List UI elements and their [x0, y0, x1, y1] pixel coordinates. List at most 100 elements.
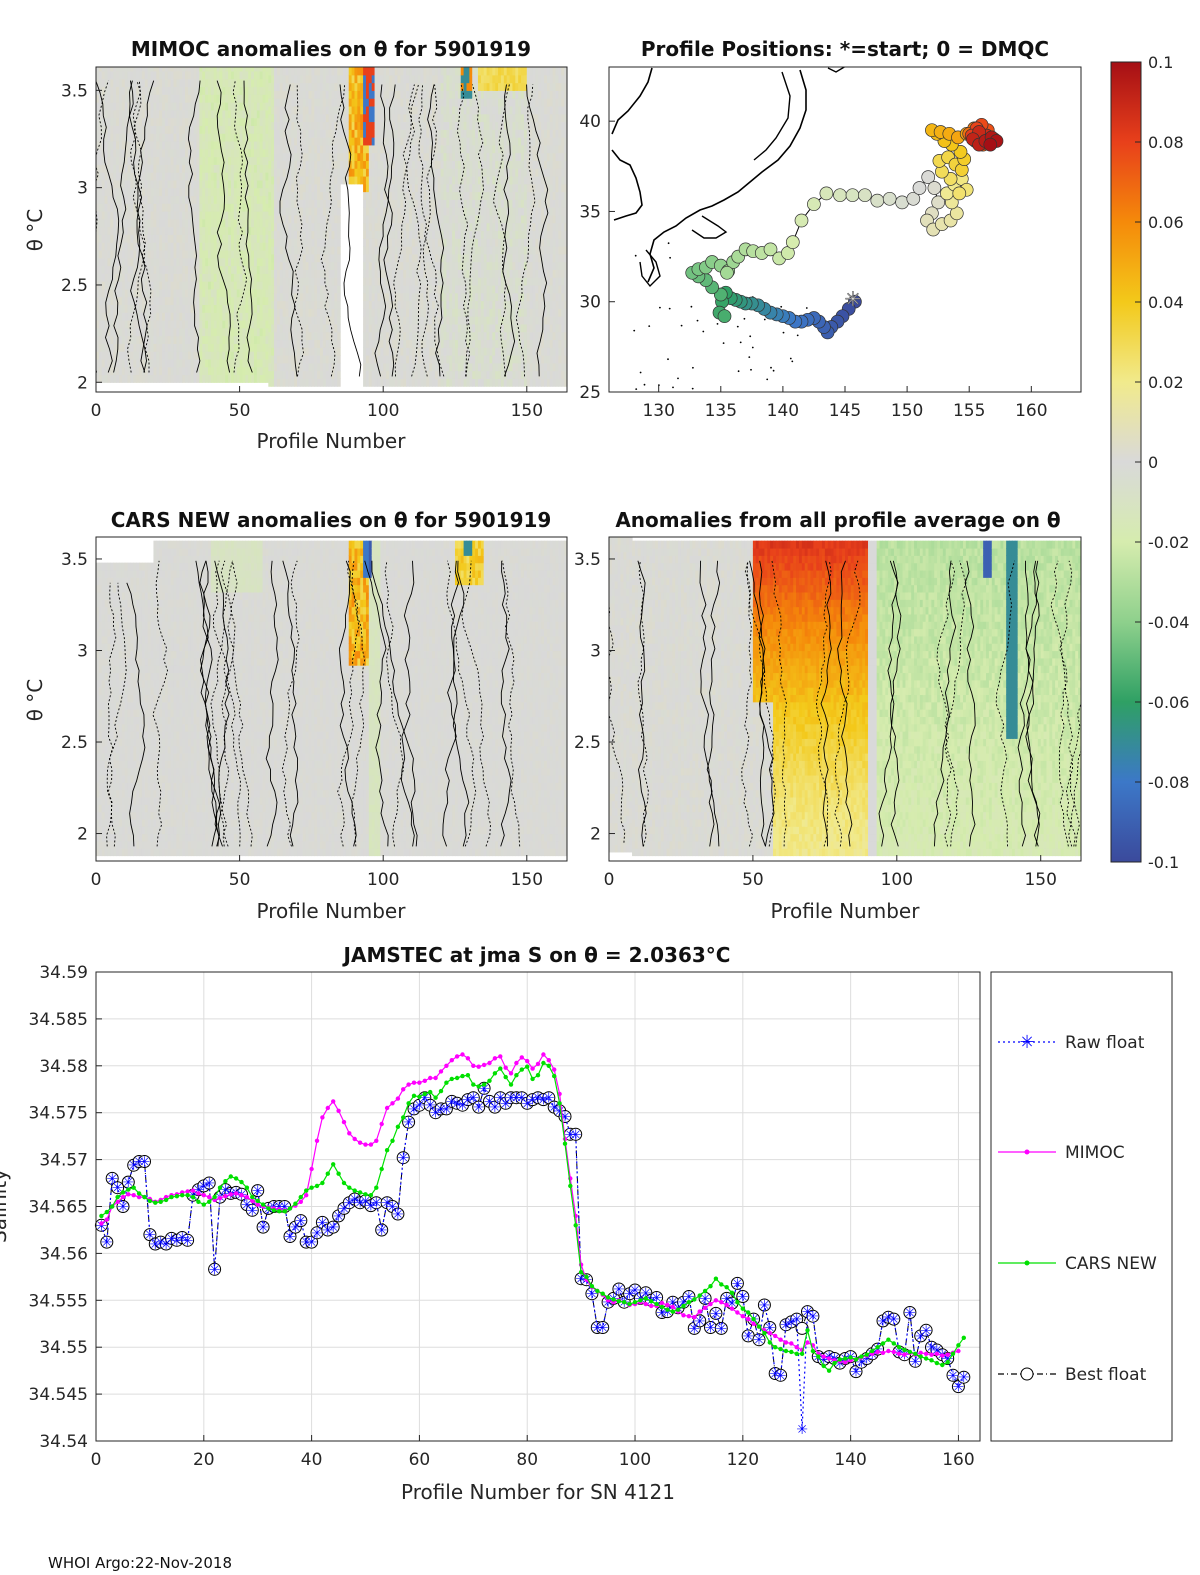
heatmap-cell: [228, 203, 232, 212]
heatmap-cell: [159, 117, 163, 126]
heatmap-cell: [176, 335, 180, 344]
heatmap-cell: [228, 234, 232, 243]
heatmap-cell: [96, 117, 100, 126]
heatmap-cell: [101, 78, 106, 88]
heatmap-cell: [299, 230, 304, 239]
heatmap-cell: [251, 172, 255, 181]
heatmap-cell: [268, 308, 272, 317]
heatmap-cell: [124, 218, 129, 228]
heatmap-cell: [167, 94, 172, 103]
heatmap-cell: [265, 358, 269, 368]
heatmap-cell: [383, 253, 387, 263]
heatmap-cell: [374, 370, 379, 379]
heatmap-cell: [107, 234, 111, 243]
heatmap-cell: [368, 246, 373, 255]
heatmap-cell: [360, 175, 364, 185]
heatmap-cell: [179, 203, 183, 212]
heatmap-cell: [153, 257, 157, 267]
heatmap-cell: [233, 327, 238, 337]
heatmap-cell: [233, 203, 238, 212]
heatmap-cell: [133, 358, 137, 368]
heatmap-cell: [147, 351, 152, 360]
heatmap-cell: [121, 366, 126, 376]
heatmap-cell: [368, 261, 373, 270]
heatmap-cell: [414, 82, 419, 91]
heatmap-cell: [440, 152, 445, 162]
heatmap-cell: [443, 98, 447, 107]
heatmap-cell: [449, 199, 453, 208]
heatmap-cell: [196, 140, 200, 150]
heatmap-cell: [443, 378, 447, 387]
heatmap-cell: [282, 82, 287, 91]
heatmap-cell: [262, 140, 267, 150]
heatmap-cell: [130, 94, 134, 103]
heatmap-cell: [443, 74, 447, 84]
heatmap-cell: [449, 152, 453, 162]
heatmap-cell: [288, 253, 292, 263]
heatmap-cell: [271, 355, 275, 364]
heatmap-cell: [457, 98, 462, 107]
heatmap-cell: [130, 312, 134, 321]
heatmap-cell: [239, 156, 244, 165]
heatmap-cell: [317, 339, 321, 348]
heatmap-cell: [440, 121, 445, 130]
heatmap-cell: [233, 133, 238, 142]
heatmap-cell: [164, 94, 169, 103]
heatmap-cell: [182, 203, 186, 212]
heatmap-cell: [423, 121, 427, 130]
heatmap-cell: [406, 246, 410, 255]
heatmap-cell: [262, 312, 267, 321]
heatmap-cell: [377, 323, 381, 333]
heatmap-cell: [259, 242, 264, 251]
heatmap-cell: [190, 86, 195, 95]
heatmap-cell: [225, 203, 229, 212]
heatmap-cell: [185, 179, 189, 189]
heatmap-cell: [162, 327, 166, 337]
heatmap-cell: [253, 304, 258, 313]
heatmap-cell: [173, 351, 178, 360]
heatmap-cell: [446, 175, 450, 185]
heatmap-cell: [170, 281, 175, 290]
heatmap-cell: [96, 187, 100, 197]
heatmap-cell: [222, 125, 226, 134]
heatmap-cell: [368, 90, 373, 99]
heatmap-cell: [394, 207, 399, 216]
heatmap-cell: [432, 362, 436, 372]
heatmap-cell: [322, 331, 327, 341]
heatmap-cell: [230, 133, 235, 142]
heatmap-cell: [225, 140, 229, 150]
heatmap-cell: [248, 327, 252, 337]
heatmap-cell: [440, 144, 445, 154]
heatmap-cell: [443, 222, 447, 232]
heatmap-cell: [446, 129, 450, 138]
heatmap-cell: [363, 253, 367, 263]
heatmap-cell: [423, 98, 427, 107]
heatmap-cell: [409, 277, 413, 286]
heatmap-cell: [302, 261, 307, 270]
heatmap-cell: [363, 67, 367, 76]
heatmap-cell: [187, 343, 192, 352]
heatmap-cell: [302, 74, 307, 84]
heatmap-cell: [325, 160, 330, 169]
heatmap-cell: [411, 129, 416, 138]
heatmap-cell: [233, 156, 238, 165]
heatmap-cell: [225, 281, 229, 290]
heatmap-cell: [383, 316, 387, 325]
heatmap-cell: [242, 335, 246, 344]
heatmap-cell: [371, 98, 376, 107]
heatmap-cell: [110, 109, 114, 119]
heatmap-cell: [136, 374, 140, 383]
heatmap-cell: [386, 347, 390, 356]
heatmap-cell: [182, 133, 186, 142]
heatmap-cell: [420, 355, 424, 364]
heatmap-cell: [371, 191, 376, 200]
heatmap-cell: [216, 343, 221, 352]
heatmap-cell: [314, 246, 318, 255]
heatmap-cell: [225, 125, 229, 134]
heatmap-cell: [150, 156, 155, 165]
heatmap-cell: [274, 98, 278, 107]
heatmap-cell: [322, 300, 327, 309]
heatmap-cell: [434, 160, 439, 169]
heatmap-cell: [96, 273, 100, 282]
heatmap-cell: [432, 292, 436, 302]
